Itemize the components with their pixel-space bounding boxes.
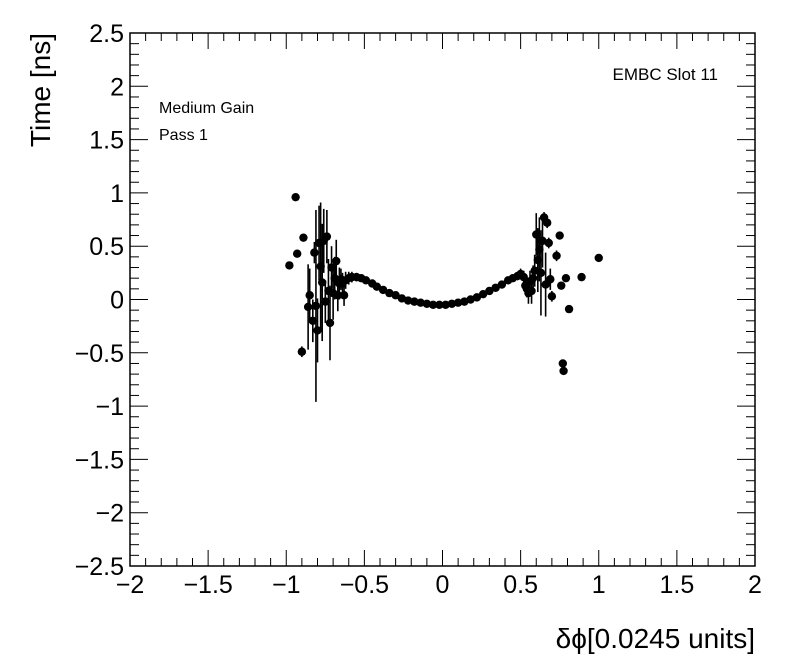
axis-tick-labels: −2 −1.5 −1 −0.5 0 0.5 1 1.5 2−2.5−2−1.5−1−0.500.… xyxy=(75,20,762,599)
data-point xyxy=(339,291,349,300)
data-point xyxy=(285,261,294,270)
data-point xyxy=(428,300,438,310)
data-point xyxy=(536,268,546,278)
data-point xyxy=(472,293,482,302)
x-tick-label: 1.5 xyxy=(659,571,694,599)
data-point xyxy=(313,326,322,335)
data-point xyxy=(435,300,444,310)
y-tick-label: −2 xyxy=(95,500,124,528)
data-point xyxy=(297,347,307,356)
data-point xyxy=(564,304,574,314)
data-point xyxy=(497,280,507,289)
data-points xyxy=(285,192,603,402)
x-tick-label: 2 xyxy=(748,571,762,599)
data-point xyxy=(527,286,536,296)
data-point xyxy=(491,283,500,292)
data-point xyxy=(310,248,319,257)
y-tick-label: −1 xyxy=(95,393,124,421)
data-point xyxy=(308,316,318,326)
data-point xyxy=(317,278,327,287)
data-point xyxy=(453,298,463,307)
data-point xyxy=(325,318,335,328)
data-point xyxy=(528,273,538,283)
data-point xyxy=(547,292,557,301)
data-point xyxy=(557,281,566,290)
gain-label: Medium Gain xyxy=(159,100,254,117)
data-point xyxy=(361,276,371,285)
y-tick-label: 0.5 xyxy=(89,233,124,261)
x-tick-label: −0.5 xyxy=(340,571,389,599)
data-point xyxy=(321,297,330,306)
y-tick-label: 2 xyxy=(110,73,124,101)
x-tick-label: −1 xyxy=(272,571,301,599)
data-point xyxy=(478,289,488,299)
plot-frame xyxy=(129,32,756,567)
x-tick-label: 0.5 xyxy=(503,571,538,599)
data-point xyxy=(311,301,321,311)
y-axis-title: Time [ns] xyxy=(25,33,56,147)
pass-label: Pass 1 xyxy=(159,127,208,144)
x-axis-title: δϕ[0.0245 units] xyxy=(556,623,755,654)
x-tick-label: 1 xyxy=(592,571,606,599)
y-tick-label: 0 xyxy=(110,287,124,315)
data-point xyxy=(322,232,332,241)
data-point xyxy=(594,253,603,263)
data-point xyxy=(292,249,302,258)
data-point xyxy=(332,256,341,266)
data-point xyxy=(544,238,553,248)
axis-ticks xyxy=(129,32,756,567)
y-tick-label: −0.5 xyxy=(75,340,124,368)
data-point xyxy=(378,285,388,295)
data-point xyxy=(561,273,571,283)
x-tick-label: 0 xyxy=(436,571,450,599)
x-tick-label: −1.5 xyxy=(183,571,232,599)
data-point xyxy=(485,286,494,296)
data-point xyxy=(542,218,552,227)
y-tick-label: 1 xyxy=(110,180,124,208)
data-point xyxy=(416,298,425,307)
y-tick-label: 2.5 xyxy=(89,20,124,48)
y-tick-label: 1.5 xyxy=(89,127,124,155)
data-point xyxy=(447,299,457,308)
data-point xyxy=(546,275,555,284)
x-tick-label: −2 xyxy=(116,571,145,599)
data-point xyxy=(391,291,400,300)
data-point xyxy=(559,366,568,376)
data-point xyxy=(422,299,432,308)
y-tick-label: −2.5 xyxy=(75,553,124,581)
slot-label: EMBC Slot 11 xyxy=(612,65,718,84)
data-point xyxy=(291,192,300,202)
data-point xyxy=(372,282,382,291)
data-point xyxy=(552,251,561,260)
y-tick-label: −1.5 xyxy=(75,446,124,474)
data-point xyxy=(558,359,568,368)
data-point xyxy=(441,300,450,310)
data-point xyxy=(577,272,586,282)
data-point xyxy=(403,296,413,305)
data-point xyxy=(410,297,419,306)
data-point xyxy=(299,233,308,242)
data-point xyxy=(555,231,564,240)
data-point xyxy=(305,291,314,300)
data-point xyxy=(303,302,313,312)
